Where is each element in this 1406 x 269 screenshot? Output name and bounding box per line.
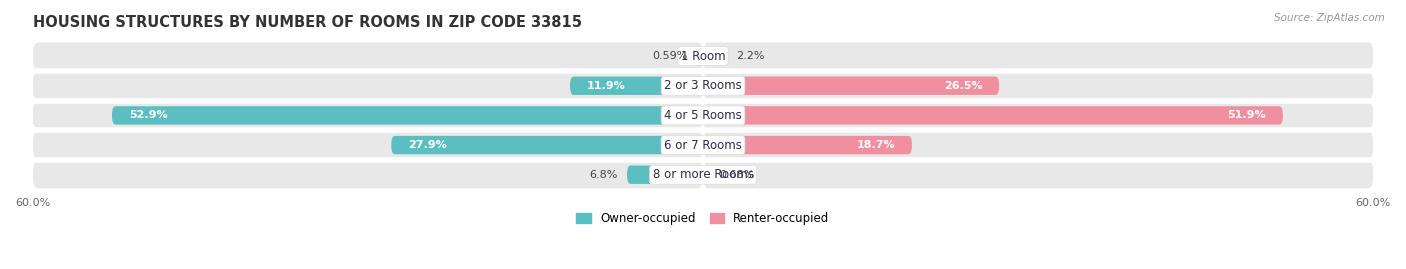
FancyBboxPatch shape xyxy=(703,77,1000,95)
FancyBboxPatch shape xyxy=(703,106,1282,125)
Text: 6.8%: 6.8% xyxy=(589,170,619,180)
Text: 2.2%: 2.2% xyxy=(737,51,765,61)
FancyBboxPatch shape xyxy=(703,165,710,184)
Text: Source: ZipAtlas.com: Source: ZipAtlas.com xyxy=(1274,13,1385,23)
Text: 8 or more Rooms: 8 or more Rooms xyxy=(652,168,754,181)
Text: 6 or 7 Rooms: 6 or 7 Rooms xyxy=(664,139,742,151)
Text: 26.5%: 26.5% xyxy=(943,81,983,91)
FancyBboxPatch shape xyxy=(32,161,703,188)
FancyBboxPatch shape xyxy=(112,106,703,125)
Text: 2 or 3 Rooms: 2 or 3 Rooms xyxy=(664,79,742,92)
FancyBboxPatch shape xyxy=(627,165,703,184)
Text: 51.9%: 51.9% xyxy=(1227,110,1267,121)
FancyBboxPatch shape xyxy=(32,102,703,129)
Text: 27.9%: 27.9% xyxy=(408,140,447,150)
FancyBboxPatch shape xyxy=(703,136,912,154)
FancyBboxPatch shape xyxy=(391,136,703,154)
Text: 1 Room: 1 Room xyxy=(681,49,725,63)
Legend: Owner-occupied, Renter-occupied: Owner-occupied, Renter-occupied xyxy=(576,212,830,225)
Text: 52.9%: 52.9% xyxy=(129,110,167,121)
FancyBboxPatch shape xyxy=(703,47,727,65)
FancyBboxPatch shape xyxy=(703,43,1374,70)
FancyBboxPatch shape xyxy=(703,161,1374,188)
FancyBboxPatch shape xyxy=(703,102,1374,129)
FancyBboxPatch shape xyxy=(696,47,703,65)
FancyBboxPatch shape xyxy=(569,77,703,95)
Text: 4 or 5 Rooms: 4 or 5 Rooms xyxy=(664,109,742,122)
FancyBboxPatch shape xyxy=(703,72,1374,100)
FancyBboxPatch shape xyxy=(32,132,703,159)
FancyBboxPatch shape xyxy=(32,72,703,100)
Text: 11.9%: 11.9% xyxy=(586,81,626,91)
Text: 0.59%: 0.59% xyxy=(652,51,688,61)
FancyBboxPatch shape xyxy=(703,132,1374,159)
FancyBboxPatch shape xyxy=(32,43,703,70)
Text: HOUSING STRUCTURES BY NUMBER OF ROOMS IN ZIP CODE 33815: HOUSING STRUCTURES BY NUMBER OF ROOMS IN… xyxy=(32,15,582,30)
Text: 0.68%: 0.68% xyxy=(720,170,755,180)
Text: 18.7%: 18.7% xyxy=(856,140,896,150)
